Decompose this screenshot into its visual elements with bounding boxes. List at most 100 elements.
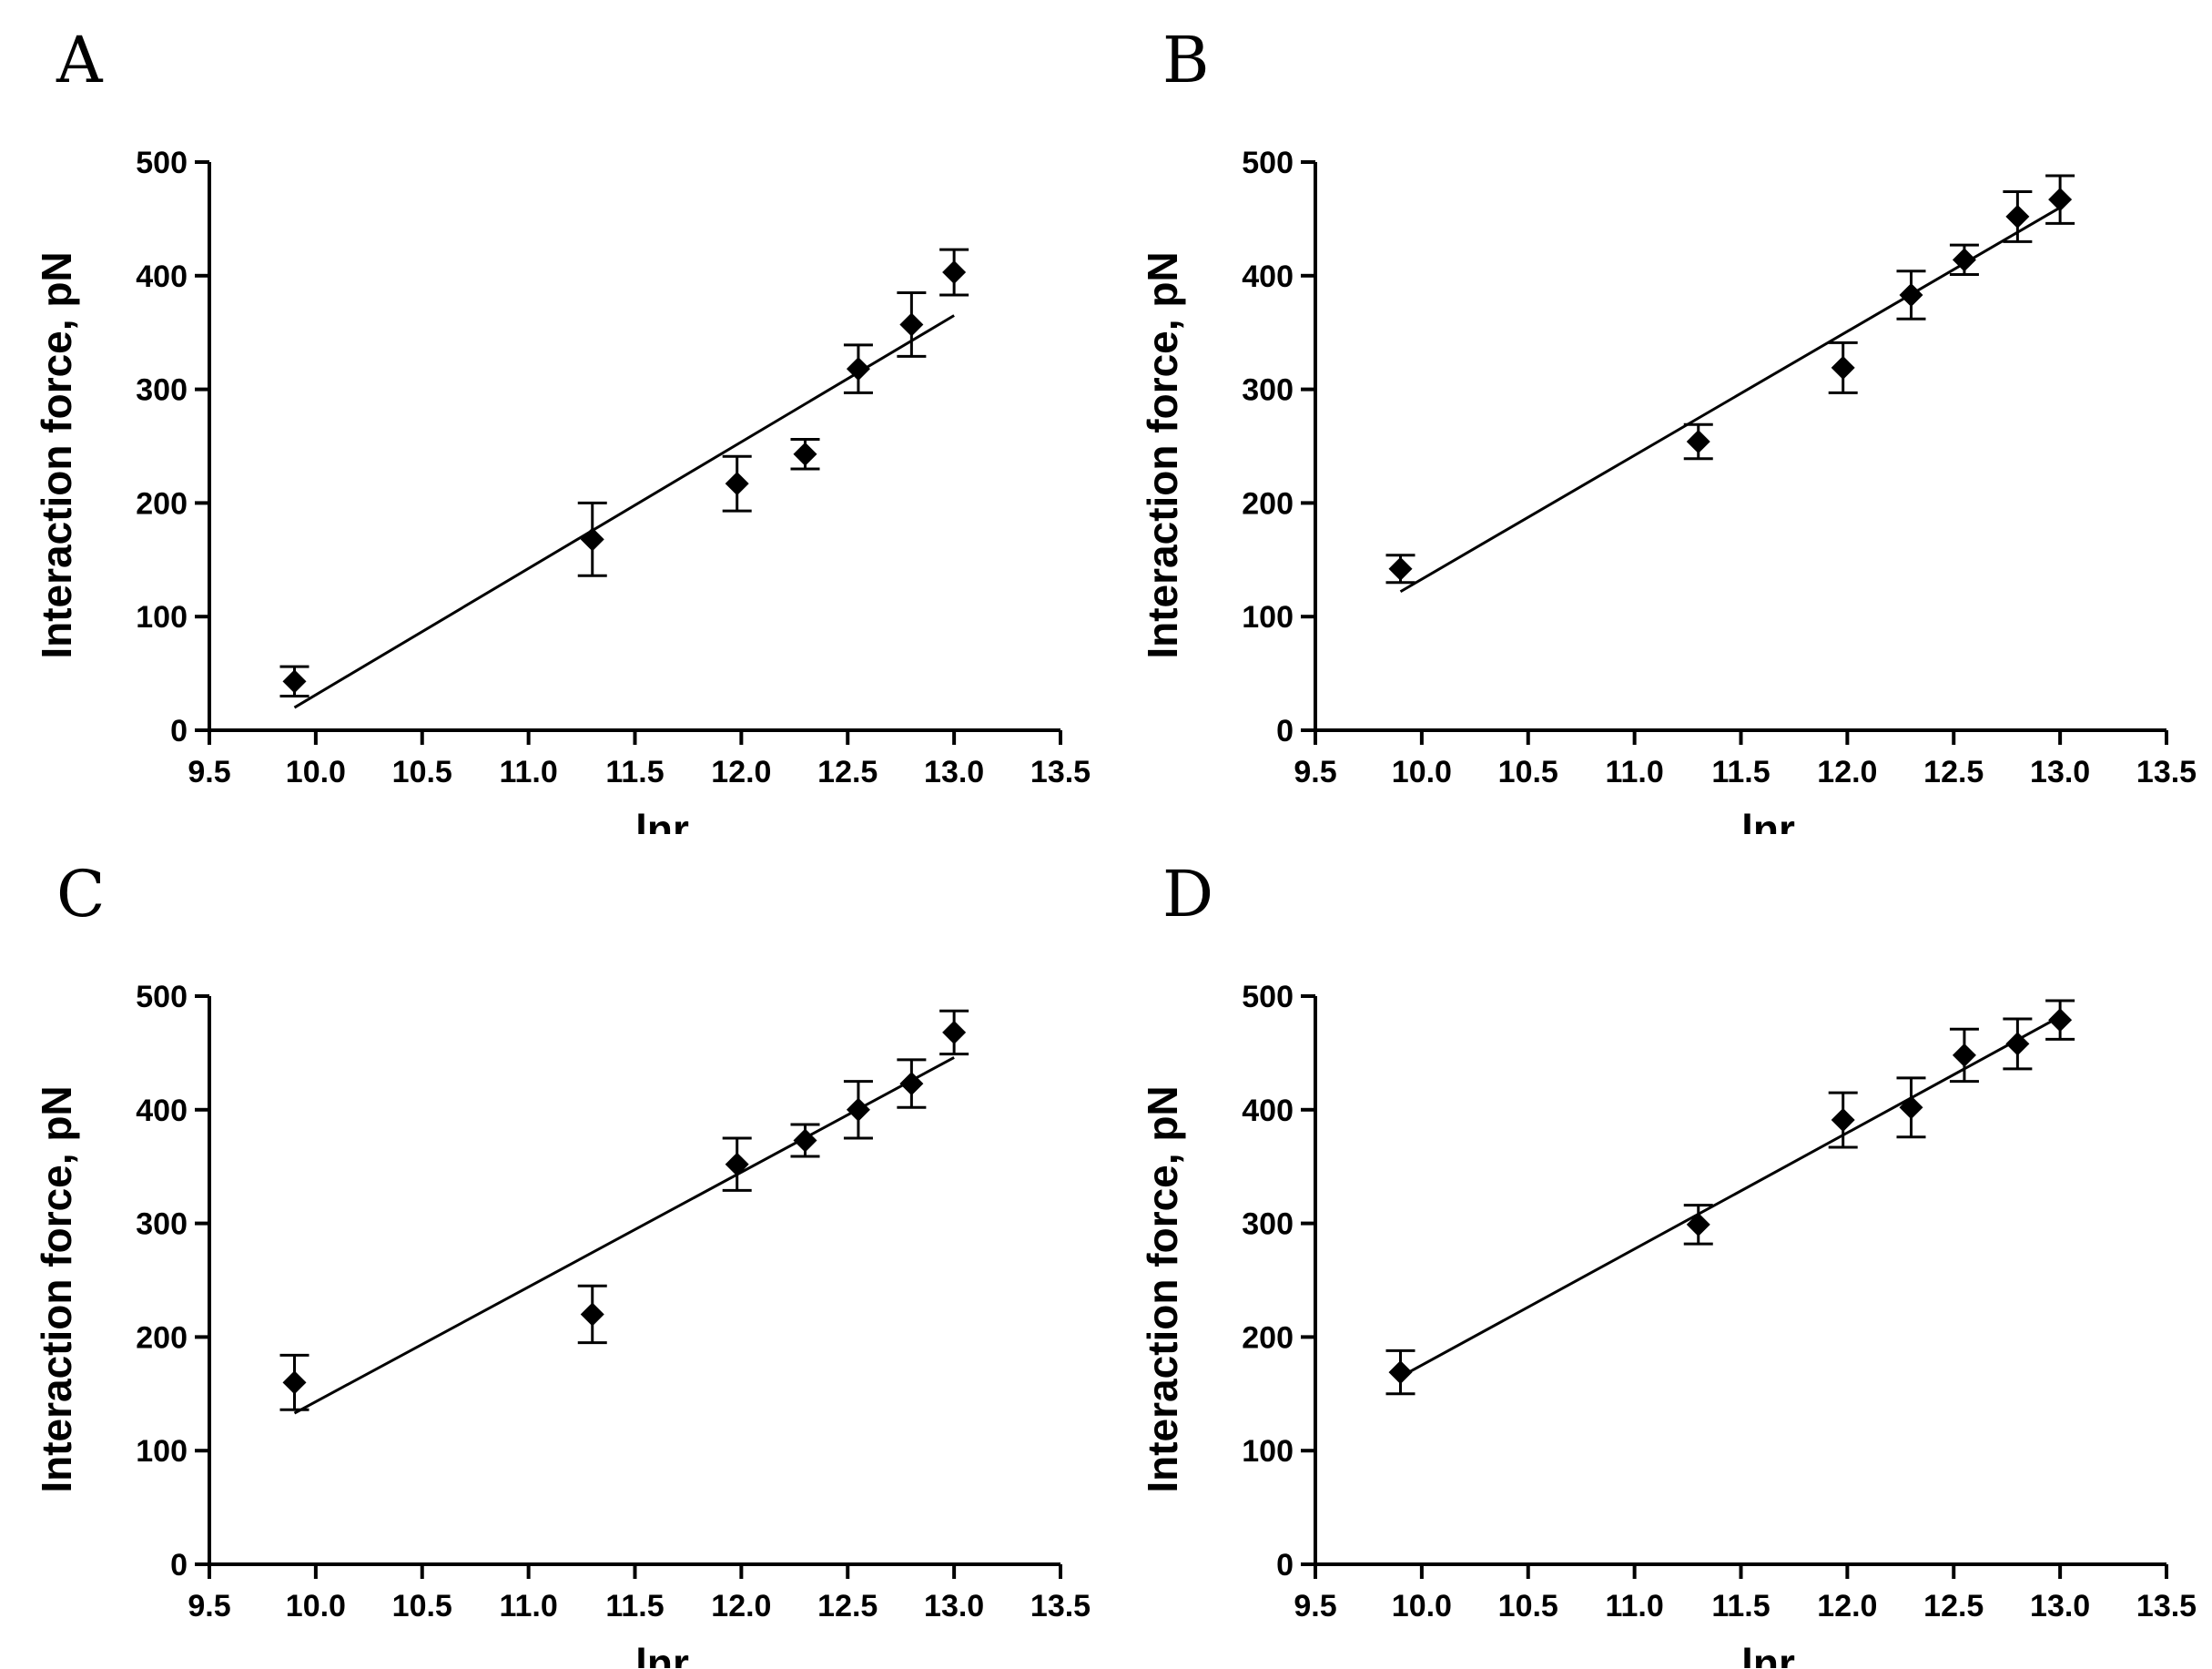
panel-label: C — [56, 857, 106, 931]
chart-panel-d: D 9.5 10.0 10.5 11.0 11.5 12.0 12.5 13.0 13.5 0 100… — [1106, 834, 2212, 1668]
chart-panel-b: B 9.5 10.0 10.5 11.0 11.5 12.0 12.5 13.0 13.5 0 100… — [1106, 0, 2212, 834]
fit-line — [1399, 206, 2061, 594]
y-tick-label: 200 — [136, 1320, 188, 1355]
y-tick-label: 0 — [170, 714, 188, 748]
diamond-marker — [1686, 430, 1710, 454]
y-tick-label: 100 — [1242, 1434, 1294, 1469]
x-tick-label: 11.5 — [1711, 1589, 1770, 1623]
x-tick-label: 11.0 — [499, 755, 557, 789]
x-tick-label: 10.5 — [1498, 1589, 1558, 1623]
y-tick-label: 500 — [136, 980, 188, 1014]
data-point — [1949, 1027, 1979, 1084]
data-point — [790, 1123, 820, 1158]
x-tick-label: 10.5 — [392, 1589, 452, 1623]
diamond-marker — [793, 1128, 817, 1153]
data-point — [1385, 554, 1415, 585]
y-tick-label: 500 — [1242, 980, 1294, 1014]
data-point — [1828, 1091, 1858, 1149]
diamond-marker — [580, 1302, 604, 1327]
data-point — [790, 438, 820, 471]
data-point — [939, 1009, 969, 1056]
x-tick-label: 9.5 — [188, 1589, 230, 1623]
diamond-marker — [1831, 1108, 1855, 1133]
chart-svg: C 9.5 10.0 10.5 11.0 11.5 12.0 12.5 13.0 13.5 0 100… — [33, 857, 1091, 1668]
x-tick-label: 12.0 — [1817, 755, 1877, 789]
y-tick-label: 500 — [136, 146, 188, 180]
diamond-marker — [2048, 1008, 2073, 1033]
y-tick-label: 400 — [1242, 1094, 1294, 1128]
data-point — [2003, 189, 2033, 243]
fit-line — [293, 1056, 955, 1415]
diamond-marker — [1686, 1212, 1710, 1236]
y-axis-label: Interaction force, pN — [33, 1085, 80, 1492]
diamond-marker — [942, 260, 967, 285]
diamond-marker — [1899, 1095, 1923, 1120]
diamond-marker — [1388, 556, 1413, 581]
x-tick-label: 13.0 — [2030, 755, 2090, 789]
data-point — [2045, 999, 2075, 1041]
y-tick-label: 400 — [1242, 260, 1294, 294]
x-tick-label: 12.0 — [1817, 1589, 1877, 1623]
diamond-marker — [1831, 355, 1855, 380]
x-tick-label: 11.5 — [605, 755, 664, 789]
x-axis-label: lnr — [635, 1640, 689, 1668]
x-tick-label: 13.5 — [1030, 755, 1091, 789]
diamond-marker — [2005, 204, 2030, 229]
diamond-marker — [1899, 283, 1923, 308]
diamond-marker — [1388, 1360, 1413, 1385]
data-point — [1896, 1076, 1926, 1139]
diamond-marker — [899, 312, 924, 337]
diamond-marker — [899, 1072, 924, 1096]
chart-svg: B 9.5 10.0 10.5 11.0 11.5 12.0 12.5 13.0 13.5 0 100… — [1139, 23, 2197, 834]
data-point — [279, 1353, 309, 1411]
x-tick-label: 10.5 — [1498, 755, 1558, 789]
x-tick-label: 13.5 — [1030, 1589, 1091, 1623]
diamond-marker — [1952, 248, 1976, 272]
y-tick-label: 400 — [136, 260, 188, 294]
x-tick-label: 12.5 — [817, 755, 878, 789]
y-tick-label: 300 — [136, 373, 188, 408]
diamond-marker — [1952, 1043, 1976, 1067]
y-tick-label: 100 — [1242, 600, 1294, 635]
data-point — [897, 291, 927, 358]
x-tick-label: 11.0 — [1605, 1589, 1663, 1623]
chart-svg: D 9.5 10.0 10.5 11.0 11.5 12.0 12.5 13.0 13.5 0 100… — [1139, 857, 2197, 1668]
x-axis-label: lnr — [635, 806, 689, 834]
fit-line — [293, 314, 955, 709]
x-tick-label: 9.5 — [1294, 755, 1336, 789]
x-tick-label: 10.5 — [392, 755, 452, 789]
chart-panel-c: C 9.5 10.0 10.5 11.0 11.5 12.0 12.5 13.0 13.5 0 100… — [0, 834, 1106, 1668]
panel-label: D — [1162, 857, 1213, 931]
x-tick-label: 12.5 — [1923, 755, 1984, 789]
x-tick-label: 12.0 — [711, 755, 771, 789]
y-tick-label: 100 — [136, 1434, 188, 1469]
diamond-marker — [846, 1097, 870, 1122]
x-tick-label: 10.0 — [286, 755, 346, 789]
y-tick-label: 200 — [1242, 1320, 1294, 1355]
diamond-marker — [2048, 188, 2073, 212]
x-tick-label: 11.0 — [499, 1589, 557, 1623]
fit-line — [1399, 1015, 2061, 1379]
x-tick-label: 12.5 — [817, 1589, 878, 1623]
x-tick-label: 12.5 — [1923, 1589, 1984, 1623]
chart-svg: A 9.5 10.0 10.5 11.0 11.5 12.0 12.5 13.0 13.5 0 100… — [33, 23, 1091, 834]
data-point — [1896, 270, 1926, 321]
x-tick-label: 13.5 — [2136, 755, 2197, 789]
y-axis-label: Interaction force, pN — [33, 251, 80, 658]
x-tick-label: 11.0 — [1605, 755, 1663, 789]
x-tick-label: 13.0 — [924, 755, 984, 789]
x-axis-label: lnr — [1741, 806, 1795, 834]
y-tick-label: 300 — [1242, 373, 1294, 408]
panel-label: B — [1162, 23, 1209, 97]
x-tick-label: 13.0 — [2030, 1589, 2090, 1623]
data-point — [843, 343, 873, 394]
panel-label: A — [56, 23, 104, 97]
x-tick-label: 12.0 — [711, 1589, 771, 1623]
y-axis-label: Interaction force, pN — [1139, 1085, 1186, 1492]
y-tick-label: 0 — [1276, 1548, 1294, 1582]
x-axis-label: lnr — [1741, 1640, 1795, 1668]
data-point — [897, 1058, 927, 1109]
diamond-marker — [282, 1370, 307, 1395]
diamond-marker — [942, 1020, 967, 1044]
x-tick-label: 11.5 — [605, 1589, 664, 1623]
